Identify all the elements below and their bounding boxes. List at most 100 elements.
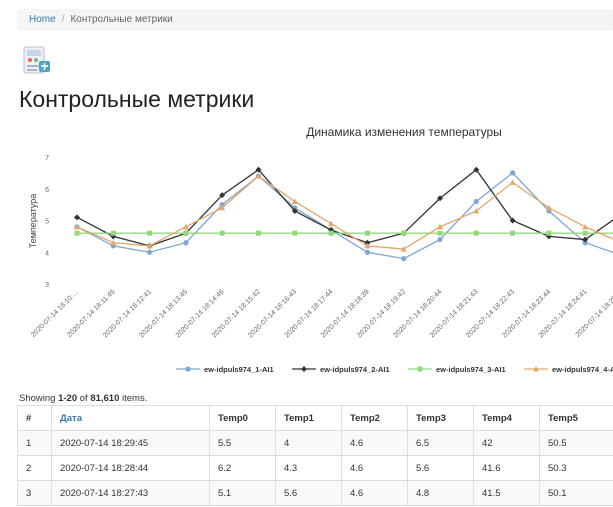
temperature-chart: Динамика изменения температуры Температу… [28, 125, 613, 374]
data-point [509, 217, 516, 224]
data-point [364, 230, 370, 236]
table-cell: 42 [473, 430, 540, 456]
data-point [509, 170, 516, 176]
data-point [364, 242, 371, 249]
table-cell: 4.6 [341, 480, 408, 506]
table-cell: 5.6 [275, 480, 342, 506]
legend-item[interactable]: ew-idpuls974_4-AI1 [524, 365, 613, 374]
page-title: Контрольные метрики [19, 86, 255, 112]
data-point [219, 230, 225, 236]
legend-marker [533, 366, 539, 372]
chart-title: Динамика изменения температуры [306, 125, 502, 139]
table-cell: 50.3 [539, 455, 613, 481]
column-header-temp4: Temp4 [473, 405, 540, 431]
table-cell: 50.5 [539, 430, 613, 456]
data-point [582, 223, 589, 230]
data-point [437, 230, 443, 236]
table-cell: 3 [17, 480, 52, 506]
data-point [74, 230, 80, 236]
breadcrumb-separator: / [61, 14, 65, 25]
data-point [256, 230, 261, 236]
series-line [76, 171, 613, 260]
data-point [364, 249, 370, 255]
data-point [401, 256, 407, 262]
data-point [182, 223, 189, 230]
column-header-temp2: Temp2 [341, 405, 408, 431]
monitor-device-icon [23, 46, 50, 74]
data-point [473, 198, 479, 205]
table-cell: 4.3 [275, 455, 342, 481]
series-line [76, 175, 613, 250]
data-point [582, 230, 588, 236]
column-header-temp5: Temp5 [539, 405, 613, 431]
table-cell: 5.1 [209, 480, 276, 506]
legend-label: ew-idpuls974_1-AI1 [204, 365, 274, 374]
y-tick-label: 4 [45, 250, 49, 257]
column-header-temp1: Temp1 [275, 405, 342, 431]
data-point [364, 239, 371, 246]
table-cell: 6.2 [209, 455, 276, 481]
column-header-date[interactable]: Дата [51, 405, 210, 431]
data-point [582, 240, 588, 246]
data-point [546, 230, 552, 236]
table-cell: 6.5 [407, 430, 474, 456]
data-point [74, 214, 80, 221]
legend-label: ew-idpuls974_3-AI1 [436, 365, 506, 374]
table-cell: 41.6 [473, 455, 540, 481]
data-point [183, 240, 189, 246]
table-cell: 2020-07-14 18:28:44 [51, 455, 210, 481]
column-header-number: # [17, 405, 52, 431]
data-point [183, 230, 189, 236]
table-row: 3 2020-07-14 18:27:43 5.1 5.6 4.6 4.8 41… [17, 480, 613, 506]
data-point [147, 249, 153, 255]
breadcrumb-home-link[interactable]: Home [29, 14, 56, 25]
sort-date-link[interactable]: Дата [60, 412, 82, 424]
legend-label: ew-idpuls974_2-AI1 [320, 365, 390, 374]
table-cell: 4.6 [341, 430, 408, 456]
table-cell: 2020-07-14 18:27:43 [51, 480, 210, 506]
data-point [219, 192, 226, 199]
legend-item[interactable]: ew-idpuls974_3-AI1 [408, 365, 506, 374]
data-point [437, 223, 443, 230]
data-point [582, 236, 589, 243]
legend-marker [185, 366, 191, 372]
legend-label: ew-idpuls974_4-AI1 [552, 365, 613, 374]
data-point [255, 166, 262, 173]
column-header-temp3: Temp3 [407, 405, 474, 431]
data-point [437, 236, 443, 243]
table-cell: 5.5 [209, 430, 276, 456]
data-point [74, 223, 80, 230]
breadcrumb: Home / Контрольные метрики [17, 9, 613, 31]
y-tick-label: 5 [45, 219, 49, 226]
data-point [545, 204, 552, 211]
table-cell: 4.6 [341, 455, 408, 481]
data-point [328, 220, 335, 227]
data-point [110, 230, 116, 236]
summary-total: 81,610 [90, 393, 120, 404]
data-point [400, 246, 407, 252]
metrics-table: # Дата Temp0 Temp1 Temp2 Temp3 Temp4 Tem… [17, 405, 613, 506]
data-point [509, 179, 516, 185]
data-point [401, 230, 407, 236]
chart-y-axis-label: Температура [28, 194, 38, 249]
table-cell: 1 [17, 430, 52, 456]
legend-item[interactable]: ew-idpuls974_2-AI1 [292, 365, 390, 374]
table-row: 2 2020-07-14 18:28:44 6.2 4.3 4.6 5.6 41… [17, 455, 613, 481]
data-point [473, 166, 480, 173]
data-point [510, 230, 516, 236]
table-cell: 2020-07-14 18:29:45 [51, 430, 210, 456]
data-point [291, 207, 298, 214]
data-point [291, 198, 298, 204]
legend-marker [301, 366, 307, 372]
data-point [147, 230, 153, 236]
data-point [219, 204, 226, 211]
y-tick-label: 7 [45, 155, 49, 162]
series-line [76, 168, 613, 247]
legend-marker [417, 366, 423, 372]
y-tick-label: 3 [45, 282, 49, 289]
data-point [110, 239, 117, 246]
legend-item[interactable]: ew-idpuls974_1-AI1 [176, 365, 274, 374]
data-point [328, 230, 334, 236]
column-header-temp0: Temp0 [209, 405, 276, 431]
